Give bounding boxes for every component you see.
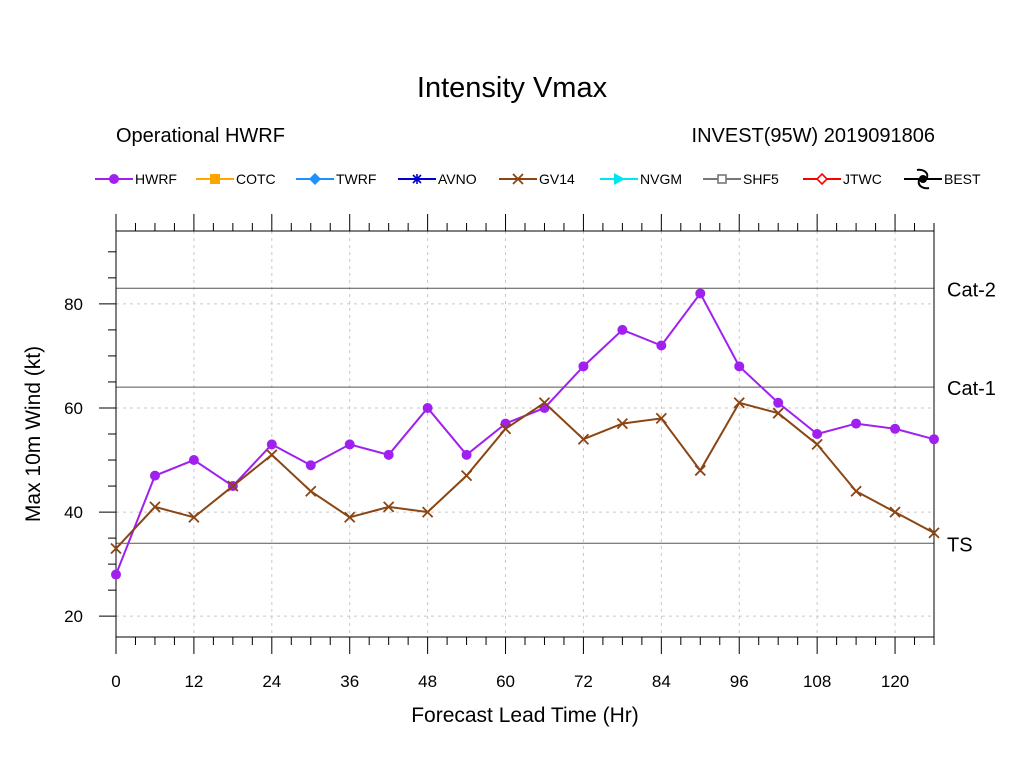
gv14-point [577, 433, 590, 445]
legend-label: SHF5 [743, 171, 779, 187]
hwrf-point [305, 460, 316, 471]
gv14-point [149, 501, 161, 513]
gv14-point [499, 423, 512, 435]
x-tick-label: 0 [111, 672, 120, 691]
storm-subtitle: INVEST(95W) 2019091806 [691, 125, 935, 147]
y-tick-label: 20 [64, 607, 83, 626]
gv14-point [772, 407, 784, 419]
legend-label: AVNO [438, 171, 477, 187]
hwrf-point [617, 324, 628, 335]
model-subtitle: Operational HWRF [116, 125, 285, 147]
legend-item-cotc: COTC [196, 171, 276, 187]
legend-label: NVGM [640, 171, 682, 187]
hwrf-point [266, 439, 277, 450]
hwrf-line [115, 291, 935, 575]
hwrf-point [344, 439, 355, 450]
x-icon [512, 173, 524, 185]
gv14-point [811, 438, 823, 451]
gv14-point [889, 506, 901, 518]
threshold-label: Cat-1 [947, 378, 996, 400]
gv14-point [344, 511, 356, 523]
threshold-label: TS [947, 534, 973, 556]
y-axis-label: Max 10m Wind (kt) [22, 346, 45, 522]
hwrf-point [851, 418, 862, 429]
gv14-point [305, 485, 317, 497]
legend-label: GV14 [539, 171, 575, 187]
gv14-line [115, 401, 935, 550]
threshold-label: Cat-2 [947, 279, 996, 301]
x-tick-label: 12 [184, 672, 203, 691]
legend-label: JTWC [843, 171, 882, 187]
gv14-point [928, 527, 940, 539]
open-square-icon [717, 174, 727, 184]
gv14-point [266, 449, 278, 461]
gv14-point [383, 501, 395, 513]
legend-item-jtwc: JTWC [803, 171, 882, 187]
open-diamond-icon [815, 172, 829, 186]
legend-item-gv14: GV14 [499, 171, 575, 187]
asterisk-icon [412, 174, 422, 184]
x-tick-label: 36 [340, 672, 359, 691]
gv14-point [694, 464, 706, 477]
hwrf-point [461, 449, 472, 460]
legend-item-shf5: SHF5 [703, 171, 779, 187]
x-tick-label: 24 [262, 672, 281, 691]
x-tick-label: 108 [803, 672, 831, 691]
x-tick-label: 60 [496, 672, 515, 691]
hurricane-symbol-icon [919, 175, 927, 183]
y-tick-label: 80 [64, 295, 83, 314]
legend-label: HWRF [135, 171, 177, 187]
x-axis-label: Forecast Lead Time (Hr) [411, 704, 639, 727]
hwrf-point [773, 397, 784, 408]
gv14-point [421, 506, 434, 518]
x-tick-label: 96 [730, 672, 749, 691]
plot-frame [115, 230, 935, 638]
hwrf-point [422, 402, 433, 413]
legend-label: COTC [236, 171, 276, 187]
chart-title: Intensity Vmax [416, 72, 608, 104]
x-tick-label: 120 [881, 672, 909, 691]
gv14-point [227, 480, 239, 492]
gv14-point [655, 412, 667, 425]
hwrf-point [111, 569, 121, 580]
hwrf-point [929, 434, 939, 445]
hwrf-point [656, 340, 667, 351]
hwrf-point [188, 455, 199, 466]
gv14-point [538, 397, 551, 409]
hwrf-point [578, 361, 589, 372]
hwrf-point [149, 470, 160, 481]
legend-item-twrf: TWRF [296, 171, 376, 187]
hurricane-swirl-icon [916, 168, 930, 190]
legend-item-nvgm: NVGM [600, 171, 682, 187]
gv14-point [460, 470, 473, 482]
gv14-point [733, 397, 745, 409]
hwrf-point [812, 429, 823, 439]
x-tick-label: 84 [652, 672, 671, 691]
gv14-point [616, 417, 629, 430]
legend-item-best: BEST [904, 168, 981, 190]
square-icon [210, 174, 220, 184]
legend-label: BEST [944, 171, 981, 187]
legend-item-hwrf: HWRF [95, 171, 177, 187]
gv14-point [110, 542, 122, 555]
x-tick-label: 48 [418, 672, 437, 691]
gv14-point [850, 485, 862, 497]
y-tick-label: 60 [64, 399, 83, 418]
x-tick-label: 72 [574, 672, 593, 691]
y-tick-label: 40 [64, 503, 83, 522]
triangle-right-icon [614, 173, 625, 185]
circle-icon [109, 174, 119, 184]
legend-item-avno: AVNO [398, 171, 477, 187]
gv14-point [188, 511, 200, 523]
hwrf-point [734, 361, 745, 372]
legend-label: TWRF [336, 171, 376, 187]
hwrf-point [890, 423, 901, 434]
hwrf-point [695, 288, 706, 299]
diamond-icon [309, 173, 321, 185]
hwrf-point [383, 449, 394, 460]
